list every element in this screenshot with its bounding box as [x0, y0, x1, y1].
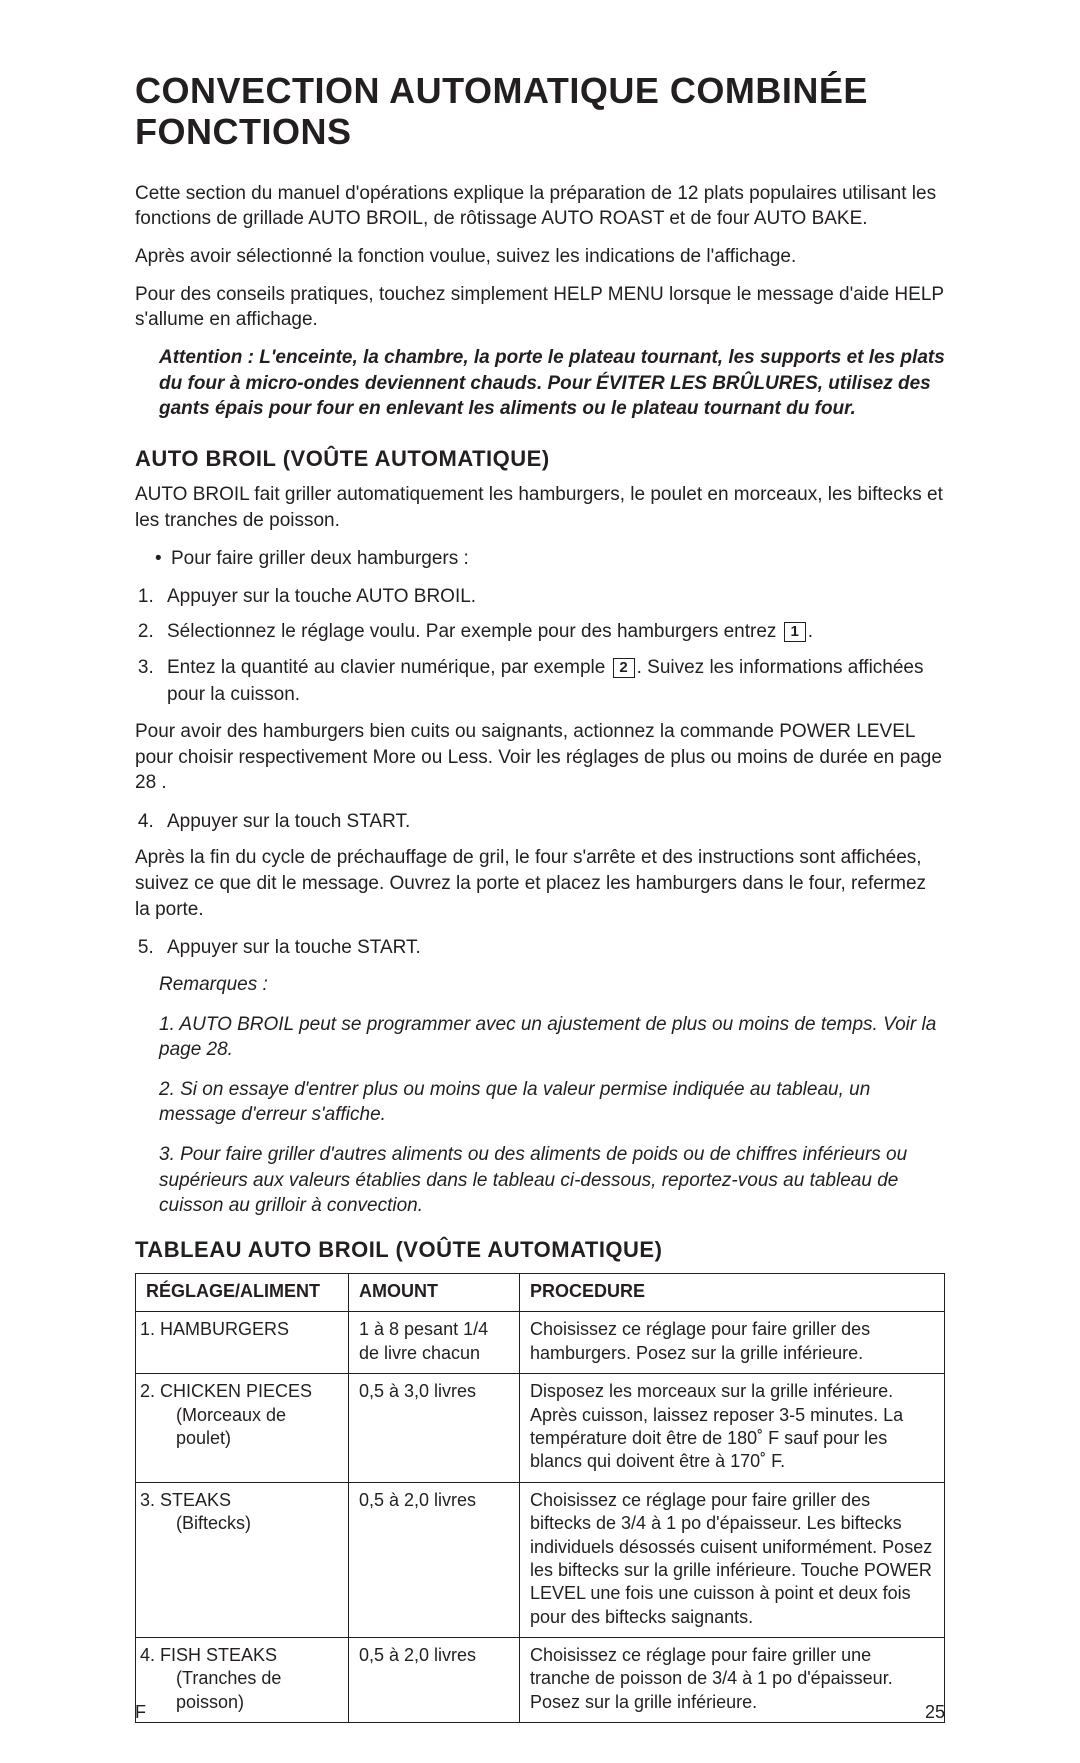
keypad-key-1: 1: [784, 622, 806, 642]
table-row: 3. STEAKS (Biftecks) 0,5 à 2,0 livres Ch…: [136, 1482, 945, 1637]
auto-broil-table: RÉGLAGE/ALIMENT AMOUNT PROCEDURE 1. HAMB…: [135, 1273, 945, 1723]
cell-setting: 2. CHICKEN PIECES (Morceaux de poulet): [136, 1374, 349, 1483]
table-col-setting: RÉGLAGE/ALIMENT: [136, 1273, 349, 1311]
power-level-note: Pour avoir des hamburgers bien cuits ou …: [135, 719, 945, 796]
step-2: Sélectionnez le réglage voulu. Par exemp…: [159, 618, 945, 646]
step-2-text-a: Sélectionnez le réglage voulu. Par exemp…: [167, 621, 782, 642]
remarks-label: Remarques :: [159, 972, 945, 998]
cell-amount: 0,5 à 3,0 livres: [349, 1374, 520, 1483]
step-3: Entez la quantité au clavier numérique, …: [159, 654, 945, 709]
remark-1: 1. AUTO BROIL peut se programmer avec un…: [159, 1012, 945, 1063]
keypad-key-2: 2: [613, 658, 635, 678]
footer-right: 25: [925, 1702, 945, 1723]
cell-setting: 3. STEAKS (Biftecks): [136, 1482, 349, 1637]
step-5: Appuyer sur la touche START.: [159, 934, 945, 962]
step-4: Appuyer sur la touch START.: [159, 808, 945, 836]
page-footer: F 25: [135, 1702, 945, 1723]
cell-amount: 1 à 8 pesant 1/4 de livre chacun: [349, 1312, 520, 1374]
remark-3: 3. Pour faire griller d'autres aliments …: [159, 1142, 945, 1219]
step-3-text-a: Entez la quantité au clavier numérique, …: [167, 657, 611, 678]
step-2-text-b: .: [808, 621, 813, 642]
cell-procedure: Choisissez ce réglage pour faire griller…: [520, 1312, 945, 1374]
warning-note: Attention : L'enceinte, la chambre, la p…: [159, 345, 945, 422]
cell-procedure: Choisissez ce réglage pour faire griller…: [520, 1482, 945, 1637]
intro-para-1: Cette section du manuel d'opérations exp…: [135, 181, 945, 232]
page: CONVECTION AUTOMATIQUE COMBINÉE FONCTION…: [0, 0, 1080, 1763]
page-title: CONVECTION AUTOMATIQUE COMBINÉE FONCTION…: [135, 70, 945, 153]
cell-amount: 0,5 à 2,0 livres: [349, 1482, 520, 1637]
footer-left: F: [135, 1702, 146, 1723]
cell-setting: 1. HAMBURGERS: [136, 1312, 349, 1374]
table-row: 2. CHICKEN PIECES (Morceaux de poulet) 0…: [136, 1374, 945, 1483]
intro-para-3: Pour des conseils pratiques, touchez sim…: [135, 282, 945, 333]
step-1: Appuyer sur la touche AUTO BROIL.: [159, 583, 945, 611]
remark-2: 2. Si on essaye d'entrer plus ou moins q…: [159, 1077, 945, 1128]
cell-procedure: Disposez les morceaux sur la grille infé…: [520, 1374, 945, 1483]
section-heading-auto-broil: AUTO BROIL (VOÛTE AUTOMATIQUE): [135, 446, 945, 472]
intro-para-2: Après avoir sélectionné la fonction voul…: [135, 244, 945, 270]
bullet-item: Pour faire griller deux hamburgers :: [155, 545, 945, 573]
auto-broil-lead: AUTO BROIL fait griller automatiquement …: [135, 482, 945, 533]
preheat-note: Après la fin du cycle de préchauffage de…: [135, 845, 945, 922]
table-col-amount: AMOUNT: [349, 1273, 520, 1311]
table-row: 1. HAMBURGERS 1 à 8 pesant 1/4 de livre …: [136, 1312, 945, 1374]
table-col-procedure: PROCEDURE: [520, 1273, 945, 1311]
table-heading: TABLEAU AUTO BROIL (VOÛTE AUTOMATIQUE): [135, 1237, 945, 1263]
remarks-block: Remarques : 1. AUTO BROIL peut se progra…: [159, 972, 945, 1219]
